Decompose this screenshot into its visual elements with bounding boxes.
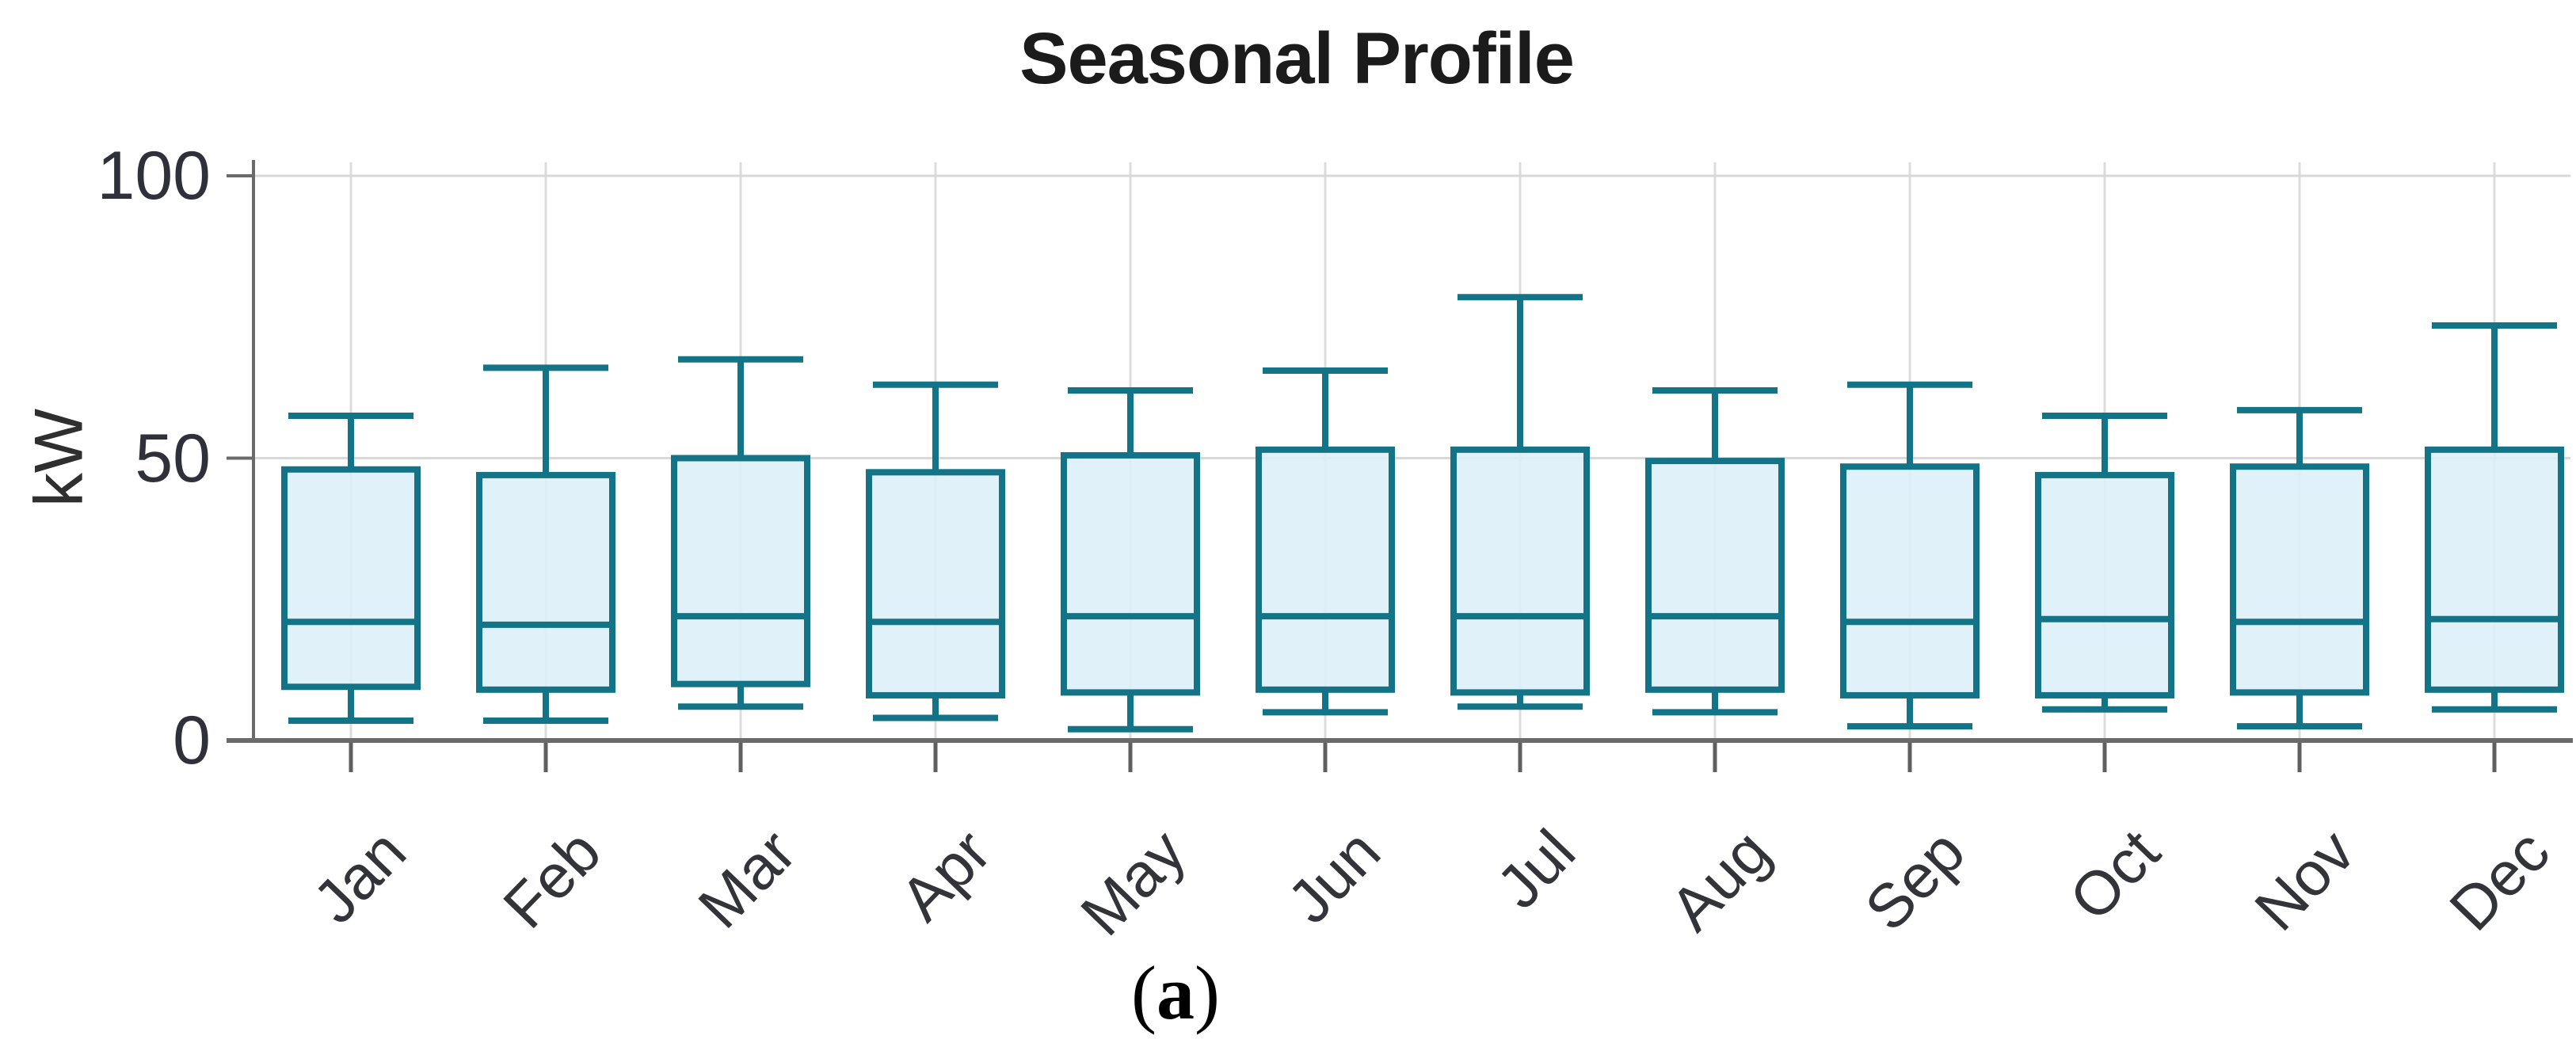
y-tick-label-0: 0 [173,702,211,778]
iqr-box [1061,451,1200,696]
iqr-box [866,469,1005,699]
box-dec [2425,322,2564,713]
iqr-box [671,455,810,687]
chart-title: Seasonal Profile [1019,18,1575,99]
box-apr [866,381,1005,721]
iqr-box [1450,446,1590,696]
box-may [1061,386,1200,733]
y-tick-label-100: 100 [97,138,211,214]
box-aug [1645,386,1785,716]
iqr-box [2035,471,2174,699]
iqr-box [1840,463,1980,699]
box-jul [1450,294,1590,710]
caption-open-paren: ( [1131,950,1157,1035]
iqr-box [1645,458,1785,693]
box-jan [281,413,421,725]
box-oct [2035,413,2174,713]
box-jun [1256,367,1395,716]
box-sep [1840,381,1980,730]
iqr-box [2425,446,2564,693]
box-nov [2230,406,2369,730]
caption-close-paren: ) [1195,950,1220,1035]
iqr-box [1256,446,1395,693]
y-tick-label-50: 50 [135,420,211,497]
subfigure-caption: (a) [1131,949,1220,1037]
caption-letter: a [1157,950,1195,1035]
iqr-box [476,471,615,693]
box-mar [671,356,810,710]
box-feb [476,364,615,725]
iqr-box [2230,463,2369,696]
iqr-box [281,466,421,691]
